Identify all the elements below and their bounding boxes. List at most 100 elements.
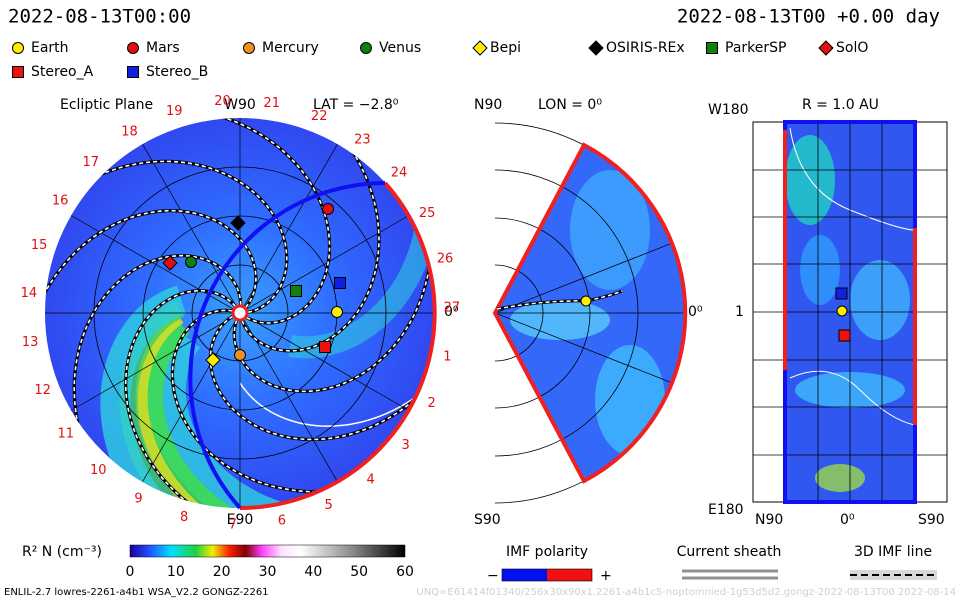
spacecraft-marker [162, 255, 178, 271]
density-band [136, 313, 340, 508]
longitude: LON = 0⁰ [538, 97, 602, 113]
density-band [135, 312, 316, 508]
longitude-mark: 25 [419, 206, 436, 221]
longitude-mark: 19 [166, 104, 183, 119]
legend-label: Earth [31, 40, 69, 56]
legend-label: Bepi [490, 40, 521, 56]
imf-line [45, 209, 258, 409]
rim-negative [188, 181, 386, 510]
legend-label: Venus [379, 40, 421, 56]
colorbar-label: R² N (cm⁻³) [22, 544, 102, 560]
run-time: 2022-08-13T00 +0.00 day [677, 6, 940, 28]
legend-marker [243, 42, 255, 54]
legend-marker [127, 42, 139, 54]
axis-label: W180 [708, 102, 749, 118]
imf-line [105, 118, 332, 325]
legend-label: Stereo_A [31, 64, 94, 80]
colorbar-tick-label: 60 [396, 564, 414, 580]
imf-polarity-key: IMF polarity − + [487, 544, 612, 584]
axis-label: 0⁰ [840, 512, 855, 528]
axis-label: N90 [755, 512, 783, 528]
longitude-mark: 27 [444, 300, 461, 315]
longitude-mark: 1 [443, 349, 451, 364]
key-title: Current sheath [677, 544, 782, 560]
key-plus: + [600, 568, 612, 584]
legend-marker [360, 42, 372, 54]
colorbar-tick-label: 20 [213, 564, 231, 580]
longitude-mark: 9 [134, 492, 142, 507]
longitude-mark: 21 [263, 96, 280, 111]
colorbar-tick-label: 40 [304, 564, 322, 580]
longitude-mark: 8 [180, 510, 188, 525]
longitude-mark: 15 [31, 238, 48, 253]
axis-label: E90 [227, 512, 254, 528]
radial-panel: W180 R = 1.0 AU 1 E180 N90 0⁰ S90 [708, 97, 948, 528]
axis-label: 1 [735, 304, 744, 320]
key-title: 3D IMF line [854, 544, 932, 560]
spacecraft-marker [234, 349, 246, 361]
longitude-mark: 3 [402, 438, 410, 453]
legend-label: OSIRIS-REx [606, 40, 685, 56]
spacecraft-marker [331, 306, 343, 318]
legend-marker [472, 40, 488, 56]
legend-marker [12, 66, 24, 78]
panel-title: Ecliptic Plane [60, 97, 153, 113]
axis-label: E180 [708, 502, 744, 518]
axis-label: 0⁰ [688, 304, 703, 320]
sun [231, 304, 249, 322]
longitude-mark: 18 [121, 125, 138, 140]
spacecraft-marker [230, 215, 246, 231]
axis-label: W90 [224, 97, 256, 113]
longitude-mark: 26 [437, 252, 454, 267]
spacecraft-marker [334, 277, 346, 289]
colorbar-tick-label: 30 [259, 564, 277, 580]
longitude-mark: 23 [354, 132, 371, 147]
axis-label: S90 [918, 512, 945, 528]
latitude: LAT = −2.8⁰ [313, 97, 399, 113]
legend-marker [588, 40, 604, 56]
spacecraft-marker [290, 285, 302, 297]
longitude-mark: 11 [58, 426, 75, 441]
density-band [145, 323, 388, 508]
longitude-mark: 5 [325, 498, 333, 513]
footer-right: UNQ=E61414f01340/256x30x90x1.2261-a4b1c5… [416, 587, 956, 598]
longitude-mark: 2 [428, 396, 436, 411]
longitude-mark: 22 [311, 109, 328, 124]
panel-title: R = 1.0 AU [802, 97, 879, 113]
legend-label: Stereo_B [146, 64, 208, 80]
colorbar-tick-label: 50 [350, 564, 368, 580]
colorbar-tick-label: 0 [126, 564, 135, 580]
key-title: IMF polarity [506, 544, 588, 560]
meridional-panel: N90 LON = 0⁰ 0⁰ S90 [474, 97, 703, 528]
legend-marker [706, 42, 718, 54]
longitude-mark: 10 [90, 463, 107, 478]
longitude-mark: 12 [34, 383, 51, 398]
longitude-mark: 6 [278, 513, 286, 528]
longitude-mark: 7 [229, 517, 237, 532]
imf-line-key: 3D IMF line [850, 544, 937, 580]
axis-label: S90 [474, 512, 501, 528]
spacecraft-marker [319, 341, 331, 353]
spacecraft-marker [205, 352, 221, 368]
colorbar-tick-label: 10 [167, 564, 185, 580]
spacecraft-marker [322, 203, 334, 215]
legend: Earth Mars Mercury Venus Bepi OSIRIS-REx Parke… [12, 40, 868, 80]
colorbar: R² N (cm⁻³) 0 10 20 30 40 50 60 [22, 544, 414, 580]
longitude-mark: 16 [52, 193, 69, 208]
rim-positive [239, 181, 437, 510]
current-sheath [239, 278, 435, 427]
spacecraft-marker [185, 256, 197, 268]
legend-label: SolO [836, 40, 868, 56]
imf-line [124, 289, 297, 508]
legend-marker [12, 42, 24, 54]
longitude-mark: 14 [21, 286, 38, 301]
axis-label: N90 [474, 97, 502, 113]
longitude-mark: 20 [214, 94, 231, 109]
longitude-mark: 4 [367, 472, 375, 487]
longitude-mark: 24 [391, 165, 408, 180]
longitude-mark: 13 [22, 335, 39, 350]
legend-marker [127, 66, 139, 78]
legend-label: ParkerSP [725, 40, 786, 56]
legend-marker [818, 40, 834, 56]
